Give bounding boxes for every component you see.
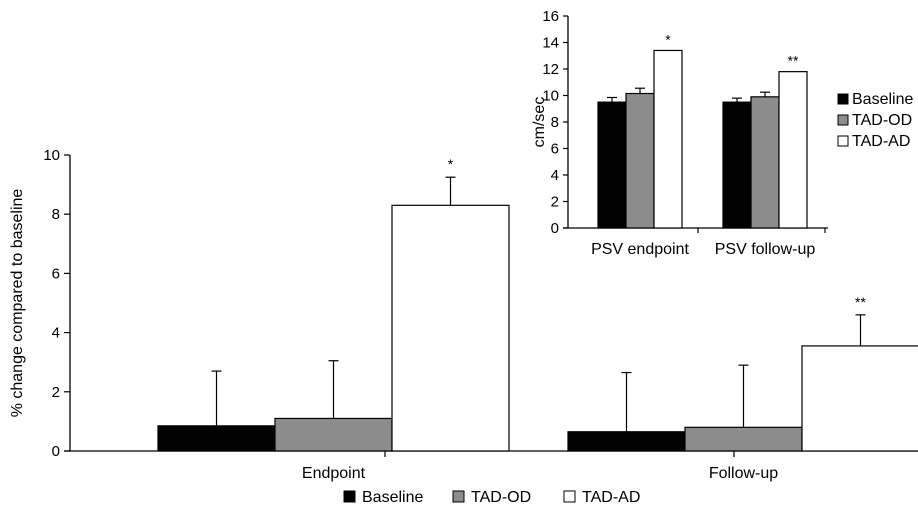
- bar-tad-ad-1: [778, 71, 808, 229]
- y-tick-label: 10: [43, 147, 60, 164]
- y-tick-label: 8: [551, 114, 559, 131]
- y-tick-label: 8: [52, 206, 60, 223]
- bar-tad-ad-1: [801, 345, 918, 452]
- legend-label: TAD-AD: [852, 133, 910, 150]
- significance-marker: *: [665, 31, 671, 47]
- bar-tad-od-0: [625, 92, 655, 229]
- bar-tad-od-1: [750, 96, 780, 229]
- legend-label: Baseline: [852, 91, 913, 108]
- category-label: Endpoint: [302, 465, 366, 482]
- bar-tad-od-1: [684, 426, 803, 452]
- legend-swatch: [452, 490, 465, 503]
- y-axis-title: % change compared to baseline: [9, 189, 26, 418]
- bar-baseline-0: [597, 101, 627, 229]
- bar-baseline-1: [567, 431, 686, 452]
- y-tick-label: 4: [551, 167, 559, 184]
- bar-tad-od-0: [274, 417, 393, 452]
- y-tick-label: 0: [551, 220, 559, 237]
- legend-right: Baseline TAD-OD TAD-AD: [837, 91, 913, 150]
- legend-swatch: [837, 114, 849, 126]
- bar-tad-ad-0: [391, 204, 510, 452]
- inset-chart: 0 2 4 6 8 10 12 14 16 cm/sec * PSV endpoint ** PSV fo…: [528, 0, 918, 262]
- legend-swatch: [837, 135, 849, 147]
- y-tick-label: 12: [542, 61, 559, 78]
- significance-marker: *: [448, 156, 454, 172]
- y-tick-label: 2: [52, 384, 60, 401]
- main-chart: 0 2 4 6 8 10 % change compared to baseline * End…: [9, 147, 918, 506]
- category-label: PSV follow-up: [715, 241, 816, 258]
- y-tick-label: 10: [542, 88, 559, 105]
- category-label: PSV endpoint: [591, 241, 689, 258]
- y-tick-label: 16: [542, 8, 559, 25]
- legend-swatch: [563, 490, 576, 503]
- bar-tad-ad-0: [653, 49, 683, 229]
- bar-baseline-1: [722, 101, 752, 229]
- y-tick-label: 2: [551, 194, 559, 211]
- y-axis-title: cm/sec: [531, 97, 548, 148]
- significance-marker: **: [788, 53, 799, 69]
- legend-label: TAD-AD: [582, 489, 640, 506]
- legend-swatch: [343, 490, 356, 503]
- category-label: Follow-up: [709, 465, 778, 482]
- legend-label: TAD-OD: [852, 112, 912, 129]
- legend-bottom: Baseline TAD-OD TAD-AD: [343, 489, 640, 506]
- legend-label: Baseline: [362, 489, 423, 506]
- legend-swatch: [837, 93, 849, 105]
- significance-marker: **: [855, 294, 866, 310]
- y-tick-label: 0: [52, 443, 60, 460]
- y-tick-label: 4: [52, 325, 60, 342]
- y-tick-label: 14: [542, 35, 559, 52]
- y-tick-label: 6: [551, 141, 559, 158]
- bar-baseline-0: [157, 425, 276, 452]
- legend-label: TAD-OD: [471, 489, 531, 506]
- y-tick-label: 6: [52, 265, 60, 282]
